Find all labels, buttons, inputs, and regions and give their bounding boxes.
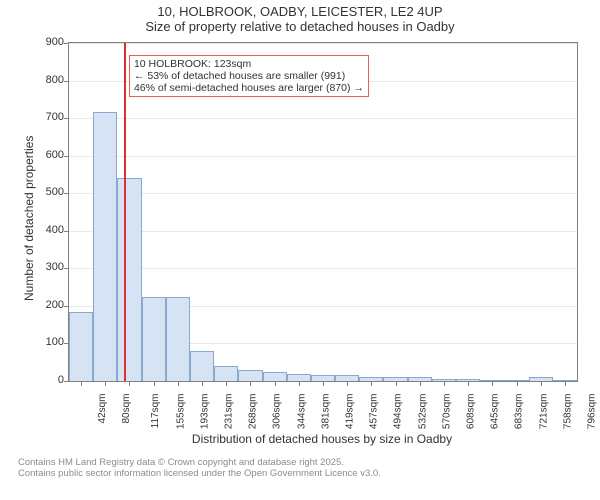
histogram-bar	[238, 370, 262, 381]
histogram-bar	[214, 366, 238, 381]
y-tick-label: 700	[34, 111, 64, 123]
x-tick-label: 645sqm	[490, 394, 501, 430]
histogram-bar	[69, 312, 93, 381]
x-tick-label: 608sqm	[466, 394, 477, 430]
y-tick-mark	[64, 118, 69, 119]
gridline	[69, 118, 577, 119]
x-tick-label: 796sqm	[586, 394, 597, 430]
x-tick-mark	[250, 381, 251, 386]
x-tick-mark	[323, 381, 324, 386]
x-tick-mark	[347, 381, 348, 386]
gridline	[69, 193, 577, 194]
x-tick-mark	[129, 381, 130, 386]
histogram-bar	[117, 178, 141, 381]
footer-line2: Contains public sector information licen…	[18, 469, 600, 480]
y-tick-mark	[64, 81, 69, 82]
annotation-box: 10 HOLBROOK: 123sqm← 53% of detached hou…	[129, 55, 369, 97]
annotation-line3: 46% of semi-detached houses are larger (…	[134, 82, 364, 94]
x-tick-label: 155sqm	[175, 394, 186, 430]
y-tick-label: 800	[34, 74, 64, 86]
x-tick-mark	[468, 381, 469, 386]
y-tick-label: 400	[34, 224, 64, 236]
x-tick-mark	[444, 381, 445, 386]
x-tick-mark	[492, 381, 493, 386]
title-line1: 10, HOLBROOK, OADBY, LEICESTER, LE2 4UP	[0, 4, 600, 19]
y-tick-label: 900	[34, 36, 64, 48]
histogram-bar	[263, 372, 287, 381]
x-tick-mark	[517, 381, 518, 386]
x-tick-mark	[565, 381, 566, 386]
x-tick-mark	[178, 381, 179, 386]
gridline	[69, 43, 577, 44]
y-tick-label: 600	[34, 149, 64, 161]
y-tick-label: 200	[34, 299, 64, 311]
footer-attribution: Contains HM Land Registry data © Crown c…	[0, 458, 600, 480]
x-tick-mark	[154, 381, 155, 386]
x-tick-label: 306sqm	[272, 394, 283, 430]
y-tick-mark	[64, 381, 69, 382]
x-tick-label: 683sqm	[514, 394, 525, 430]
gridline	[69, 156, 577, 157]
x-tick-label: 570sqm	[441, 394, 452, 430]
x-tick-label: 721sqm	[538, 394, 549, 430]
annotation-line1: 10 HOLBROOK: 123sqm	[134, 58, 364, 70]
reference-line	[124, 43, 126, 381]
annotation-line2: ← 53% of detached houses are smaller (99…	[134, 70, 364, 82]
x-tick-label: 344sqm	[296, 394, 307, 430]
x-tick-label: 193sqm	[199, 394, 210, 430]
x-tick-label: 117sqm	[150, 394, 161, 429]
x-tick-label: 42sqm	[97, 394, 108, 424]
gridline	[69, 231, 577, 232]
y-tick-label: 100	[34, 336, 64, 348]
x-tick-mark	[81, 381, 82, 386]
chart-title-block: 10, HOLBROOK, OADBY, LEICESTER, LE2 4UP …	[0, 0, 600, 34]
y-tick-mark	[64, 156, 69, 157]
x-tick-mark	[371, 381, 372, 386]
x-tick-mark	[299, 381, 300, 386]
y-tick-mark	[64, 268, 69, 269]
x-tick-label: 419sqm	[345, 394, 356, 430]
y-tick-label: 500	[34, 186, 64, 198]
y-tick-mark	[64, 193, 69, 194]
x-tick-label: 80sqm	[121, 394, 132, 424]
x-tick-label: 457sqm	[369, 394, 380, 430]
x-tick-label: 268sqm	[248, 394, 259, 430]
y-tick-label: 0	[34, 374, 64, 386]
x-tick-mark	[226, 381, 227, 386]
x-tick-mark	[541, 381, 542, 386]
x-tick-label: 532sqm	[417, 394, 428, 430]
histogram-bar	[142, 297, 166, 381]
x-tick-label: 758sqm	[562, 394, 573, 430]
x-tick-mark	[202, 381, 203, 386]
histogram-bar	[190, 351, 214, 381]
title-line2: Size of property relative to detached ho…	[0, 19, 600, 34]
y-tick-mark	[64, 231, 69, 232]
x-tick-label: 381sqm	[320, 394, 331, 430]
x-tick-label: 494sqm	[393, 394, 404, 430]
x-tick-mark	[420, 381, 421, 386]
y-tick-mark	[64, 306, 69, 307]
histogram-bar	[287, 374, 311, 381]
histogram-bar	[93, 112, 117, 381]
x-tick-mark	[396, 381, 397, 386]
x-axis-label: Distribution of detached houses by size …	[68, 432, 576, 446]
plot-area: 10 HOLBROOK: 123sqm← 53% of detached hou…	[68, 42, 578, 382]
y-tick-mark	[64, 43, 69, 44]
y-tick-label: 300	[34, 261, 64, 273]
x-tick-mark	[105, 381, 106, 386]
x-tick-mark	[275, 381, 276, 386]
x-tick-label: 231sqm	[224, 394, 235, 430]
gridline	[69, 268, 577, 269]
chart-container: Number of detached properties 0100200300…	[10, 36, 590, 456]
histogram-bar	[166, 297, 190, 381]
